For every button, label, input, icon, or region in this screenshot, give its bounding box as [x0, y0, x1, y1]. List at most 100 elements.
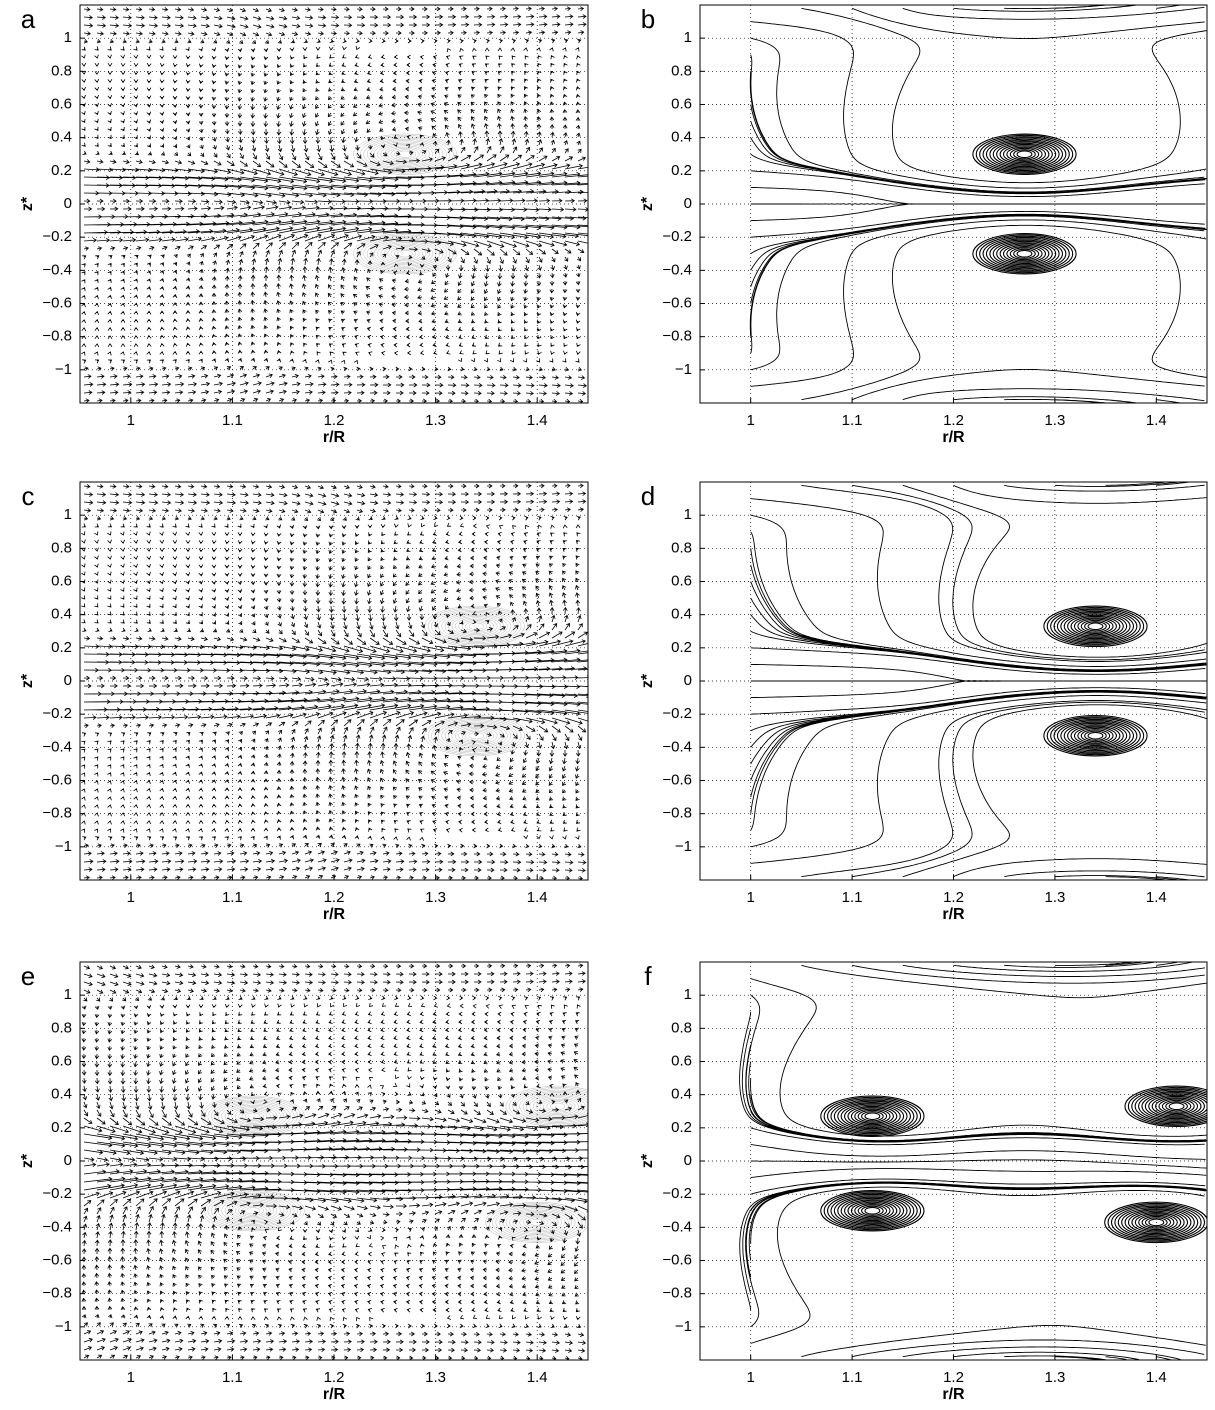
- flow: [750, 482, 1207, 880]
- vortex: [972, 233, 1077, 275]
- y-tick-label: 0.2: [671, 639, 692, 656]
- y-tick-label: 0.8: [51, 1019, 72, 1036]
- x-tick-label: 1: [747, 1369, 755, 1386]
- panel: 1 1.1 1.2 1.3 1.4 −1 −0.8 −0.6 −0.4 −0.2 0 0.2 0.4 0.…: [19, 4, 589, 446]
- y-axis-label: z*: [19, 196, 36, 211]
- flow: [81, 483, 588, 880]
- y-tick-label: 0.2: [51, 639, 72, 656]
- plot-frame: [699, 961, 1208, 1361]
- y-tick-label: 0.8: [671, 62, 692, 79]
- y-tick-label: −0.4: [42, 261, 72, 278]
- y-tick-label: −0.8: [662, 1285, 692, 1302]
- panel: 1 1.1 1.2 1.3 1.4 −1 −0.8 −0.6 −0.4 −0.2 0 0.2 0.4 0.…: [639, 481, 1208, 923]
- vortex: [424, 605, 529, 647]
- vortex: [200, 1190, 305, 1232]
- x-tick-label: 1.3: [425, 889, 446, 906]
- y-tick-label: −0.6: [662, 771, 692, 788]
- y-axis-label: z*: [19, 673, 36, 688]
- x-tick-label: 1.3: [425, 412, 446, 429]
- y-tick-label: −1: [55, 361, 72, 378]
- vortex: [972, 133, 1077, 175]
- y-tick-label: 0.8: [671, 539, 692, 556]
- x-tick-label: 1.2: [943, 889, 964, 906]
- y-tick-label: −1: [675, 1318, 692, 1335]
- vortex: [1043, 714, 1148, 757]
- y-tick-label: −0.4: [662, 261, 692, 278]
- y-tick-label: −0.2: [42, 705, 72, 722]
- x-tick-label: 1.1: [222, 412, 243, 429]
- panel: 1 1.1 1.2 1.3 1.4 −1 −0.8 −0.6 −0.4 −0.2 0 0.2 0.4 0.…: [639, 961, 1208, 1403]
- vortex: [485, 1201, 588, 1243]
- y-tick-label: −0.2: [42, 228, 72, 245]
- y-tick-label: 0.6: [51, 572, 72, 589]
- x-tick-label: 1.4: [527, 412, 548, 429]
- y-tick-label: −0.4: [42, 738, 72, 755]
- panel: 1 1.1 1.2 1.3 1.4 −1 −0.8 −0.6 −0.4 −0.2 0 0.2 0.4 0.…: [19, 481, 589, 923]
- plot-frame: [79, 961, 589, 1361]
- y-tick-label: 0.8: [51, 62, 72, 79]
- x-tick-label: 1.3: [1044, 1369, 1065, 1386]
- plot-frame: [79, 4, 589, 404]
- plot-frame: [699, 4, 1208, 404]
- vortex: [1124, 1085, 1207, 1128]
- y-tick-label: 1: [684, 29, 692, 46]
- x-tick-label: 1.2: [943, 412, 964, 429]
- y-axis-label: z*: [639, 1153, 656, 1168]
- y-tick-label: −0.6: [662, 294, 692, 311]
- y-axis-label: z*: [19, 1153, 36, 1168]
- plot-frame: [699, 481, 1208, 881]
- y-tick-label: −0.6: [42, 294, 72, 311]
- x-tick-label: 1.2: [324, 1369, 345, 1386]
- y-tick-label: −0.8: [42, 328, 72, 345]
- vortex: [424, 715, 529, 757]
- y-tick-label: −0.4: [42, 1218, 72, 1235]
- y-tick-label: −0.6: [662, 1251, 692, 1268]
- x-tick-label: 1.1: [842, 412, 863, 429]
- panel: 1 1.1 1.2 1.3 1.4 −1 −0.8 −0.6 −0.4 −0.2 0 0.2 0.4 0.…: [639, 4, 1208, 446]
- streamlines: [739, 962, 1207, 1360]
- x-tick-label: 1.1: [222, 1369, 243, 1386]
- x-axis-label: r/R: [942, 429, 965, 446]
- x-tick-label: 1: [747, 412, 755, 429]
- y-tick-label: 1: [64, 506, 72, 523]
- flow: [749, 5, 1207, 403]
- x-tick-label: 1.2: [943, 1369, 964, 1386]
- y-tick-label: −1: [675, 838, 692, 855]
- y-tick-label: 0.2: [51, 1119, 72, 1136]
- x-tick-label: 1.3: [425, 1369, 446, 1386]
- vortex: [200, 1095, 305, 1137]
- x-tick-label: 1.4: [527, 1369, 548, 1386]
- panel-label: f: [644, 961, 652, 991]
- x-tick-label: 1.3: [1044, 412, 1065, 429]
- y-tick-label: 0: [684, 195, 692, 212]
- plot-frame: [79, 481, 589, 881]
- y-tick-label: −0.2: [42, 1185, 72, 1202]
- y-tick-label: −0.8: [662, 328, 692, 345]
- y-tick-label: 0: [64, 672, 72, 689]
- y-tick-label: −0.2: [662, 705, 692, 722]
- y-tick-label: 0: [684, 672, 692, 689]
- panel-label: a: [21, 4, 36, 34]
- y-tick-label: −1: [55, 838, 72, 855]
- x-tick-label: 1.3: [1044, 889, 1065, 906]
- vortex: [353, 133, 457, 175]
- panel-label: b: [641, 4, 655, 34]
- y-tick-label: 0: [684, 1152, 692, 1169]
- flow: [81, 6, 588, 403]
- y-tick-label: 0.8: [671, 1019, 692, 1036]
- flow: [739, 962, 1207, 1360]
- y-tick-label: −0.6: [42, 771, 72, 788]
- y-tick-label: 0.6: [671, 1052, 692, 1069]
- y-tick-label: 0.2: [671, 1119, 692, 1136]
- y-tick-label: 1: [64, 29, 72, 46]
- y-tick-label: −1: [55, 1318, 72, 1335]
- x-axis-label: r/R: [323, 429, 346, 446]
- y-tick-label: 0: [64, 1152, 72, 1169]
- x-tick-label: 1.2: [324, 889, 345, 906]
- vortex: [505, 1085, 588, 1127]
- y-tick-label: −0.8: [662, 805, 692, 822]
- y-axis-label: z*: [639, 196, 656, 211]
- y-tick-label: 0: [64, 195, 72, 212]
- vortex: [1043, 605, 1148, 648]
